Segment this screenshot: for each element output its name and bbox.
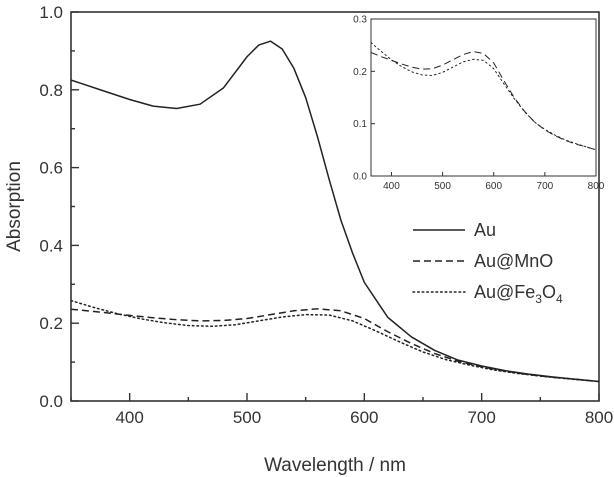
main-chart: 400 500 600 700 800 0.0 0.2 0.4 0.6 0.8 1.0 Wavelen… (4, 3, 613, 476)
inset-background (371, 19, 596, 176)
x-tick-label: 800 (585, 408, 613, 427)
x-tick-label: 600 (350, 408, 378, 427)
legend-label: Au@Fe3O4 (474, 282, 563, 306)
inset-chart: 400 500 600 700 800 0.0 0.1 0.2 0.3 (353, 15, 605, 193)
inset-series-line-dotted (371, 42, 596, 151)
y-tick-label: 0.8 (39, 81, 63, 100)
x-tick-label: 700 (467, 408, 495, 427)
inset-x-tick-label: 400 (383, 181, 400, 192)
x-tick-label: 400 (115, 408, 143, 427)
legend-label: Au (474, 220, 496, 240)
y-tick-label: 0.6 (39, 159, 63, 178)
legend-label-text: Au@MnO (474, 251, 553, 271)
legend-label-subscript: 4 (556, 292, 563, 306)
series-line-dotted (71, 299, 599, 383)
series-line-solid (71, 40, 599, 383)
legend-label-tail: O (542, 282, 556, 302)
x-axis-title: Wavelength / nm (264, 455, 406, 476)
legend-label-text: Au (474, 220, 496, 240)
legend-label-subscript: 3 (535, 292, 542, 306)
inset-y-tick-label: 0.2 (353, 67, 367, 78)
inset-y-tick-label: 0.0 (353, 172, 367, 183)
y-tick-label: 0.4 (39, 236, 63, 255)
inset-x-tick-label: 600 (485, 181, 502, 192)
inset-plot-frame (370, 18, 597, 177)
legend-label: Au@MnO (474, 251, 553, 271)
x-tick-label: 500 (233, 408, 261, 427)
inset-y-tick-label: 0.1 (353, 119, 367, 130)
inset-x-tick-label: 700 (537, 181, 554, 192)
series-line-dashed (71, 308, 599, 383)
series-group (71, 40, 599, 383)
inset-x-tick-label: 500 (434, 181, 451, 192)
legend-label-text: Au@Fe (474, 282, 535, 302)
y-tick-label: 0.2 (39, 314, 63, 333)
y-tick-label: 1.0 (39, 3, 63, 22)
inset-series-group (371, 42, 596, 151)
y-tick-label: 0.0 (39, 392, 63, 411)
y-axis-title: Absorption (4, 161, 25, 252)
legend: Au Au@MnO Au@Fe3O4 (412, 220, 563, 306)
inset-y-tick-label: 0.3 (353, 15, 367, 26)
inset-x-tick-label: 800 (588, 181, 605, 192)
